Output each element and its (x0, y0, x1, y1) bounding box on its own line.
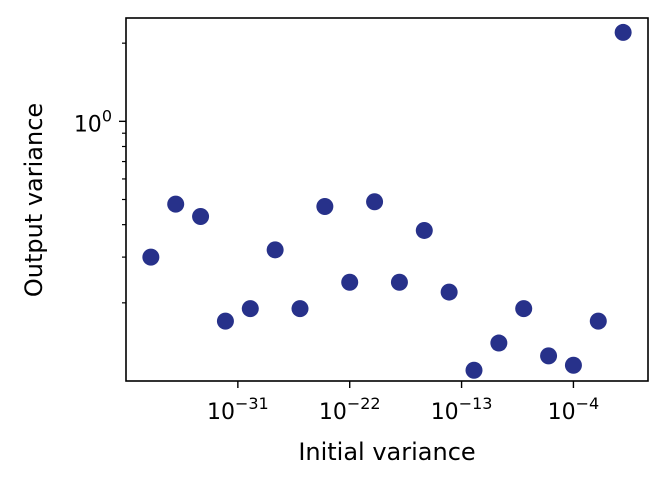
x-axis-title: Initial variance (298, 438, 475, 466)
x-tick-label: 10−13 (431, 394, 493, 425)
plot-frame (125, 17, 649, 382)
data-point (241, 300, 259, 318)
data-point (490, 334, 508, 352)
x-tick-label: 10−22 (319, 394, 381, 425)
data-point (266, 241, 284, 259)
data-point (540, 347, 558, 365)
data-point (390, 273, 408, 291)
data-point (316, 197, 334, 215)
data-point (589, 312, 607, 330)
data-point (291, 300, 309, 318)
data-point (216, 312, 234, 330)
data-point (515, 300, 533, 318)
x-axis-ticks: 10−31 10−22 10−13 10−4 (207, 381, 599, 425)
y-axis-title: Output variance (20, 103, 48, 297)
x-tick-label: 10−31 (207, 394, 269, 425)
x-tick-label: 10−4 (548, 394, 600, 425)
data-point (192, 208, 210, 226)
data-point (614, 23, 632, 41)
data-point (142, 248, 160, 266)
data-point (465, 361, 483, 379)
data-point (341, 273, 359, 291)
data-point (440, 283, 458, 301)
y-tick-label: 100 (74, 106, 112, 137)
data-point (366, 193, 384, 211)
data-points (142, 23, 632, 379)
data-point (564, 356, 582, 374)
data-point (167, 195, 185, 213)
y-axis-ticks: 100 (74, 106, 126, 137)
data-point (415, 221, 433, 239)
y-minor-ticks (122, 42, 126, 304)
